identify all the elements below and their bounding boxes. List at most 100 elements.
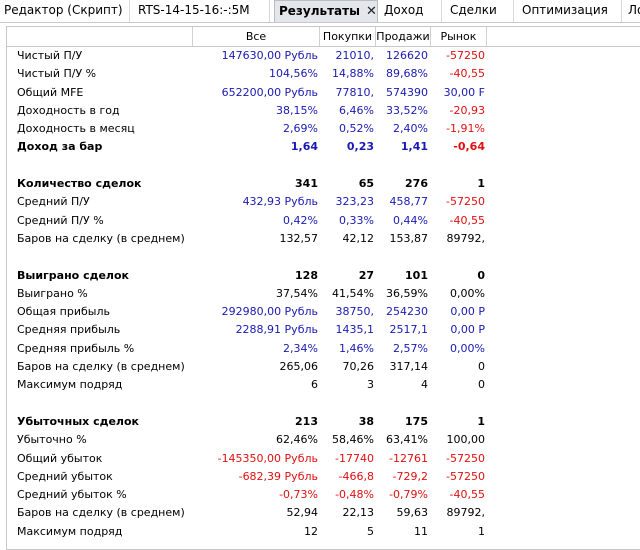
value-market: 0 xyxy=(478,360,485,374)
header-label-column[interactable] xyxy=(7,27,193,46)
table-row[interactable]: Выиграно сделок 128 27 101 0 xyxy=(7,267,640,285)
table-row[interactable]: Количество сделок 341 65 276 1 xyxy=(7,175,640,193)
value-buys: 0,52% xyxy=(339,122,374,136)
table-row[interactable]: Средний П/У 432,93 Рубль 323,23 458,77 -5725… xyxy=(7,193,640,211)
header-market[interactable]: Рынок xyxy=(431,27,487,46)
row-label: Средний убыток xyxy=(17,469,113,483)
value-market: 1 xyxy=(477,177,485,191)
value-all: 52,94 xyxy=(286,506,319,520)
table-row[interactable]: Чистый П/У % 104,56% 14,88% 89,68% -40,55 xyxy=(7,65,640,83)
row-label: Средний П/У xyxy=(17,195,90,209)
value-all: 432,93 Рубль xyxy=(242,195,318,209)
table-row[interactable]: Общий убыток -145350,00 Рубль -17740 -12761… xyxy=(7,450,640,468)
tab-results[interactable]: Результаты ✕ xyxy=(274,0,378,22)
value-buys: 27 xyxy=(358,268,374,282)
tab-trades[interactable]: Сделки xyxy=(446,0,514,22)
value-buys: 41,54% xyxy=(332,286,374,300)
table-row[interactable]: Максимум подряд 12 5 11 1 xyxy=(7,523,640,541)
row-label: Максимум подряд xyxy=(17,524,123,538)
table-row[interactable]: Чистый П/У 147630,00 Рубль 21010, 126620 -57… xyxy=(7,47,640,65)
value-all: 37,54% xyxy=(276,286,318,300)
spacer-row xyxy=(7,395,640,413)
table-row[interactable]: Общий MFE 652200,00 Рубль 77810, 574390 30,0… xyxy=(7,84,640,102)
value-market: -57250 xyxy=(446,195,485,209)
value-market: 0,00 Р xyxy=(450,305,485,319)
value-sells: 175 xyxy=(405,414,428,428)
value-sells: -729,2 xyxy=(392,469,428,483)
value-all: 104,56% xyxy=(269,67,318,81)
row-label: Средний П/У % xyxy=(17,213,104,227)
row-label: Общий убыток xyxy=(17,451,103,465)
table-row[interactable]: Баров на сделку (в среднем) 132,57 42,12 15… xyxy=(7,230,640,248)
spacer-row xyxy=(7,157,640,175)
value-buys: -17740 xyxy=(335,451,374,465)
tab-bar: Редактор (Скрипт) RTS-14-15-16:-:5M Резу… xyxy=(0,0,640,23)
row-label: Выиграно % xyxy=(17,286,88,300)
value-market: -40,55 xyxy=(449,488,485,502)
row-label: Выиграно сделок xyxy=(17,268,130,282)
table-row[interactable]: Убыточно % 62,46% 58,46% 63,41% 100,00 xyxy=(7,431,640,449)
tab-editor-script[interactable]: Редактор (Скрипт) xyxy=(0,0,130,22)
spacer-row xyxy=(7,248,640,266)
value-market: 0,00 Р xyxy=(450,323,485,337)
table-row[interactable]: Выиграно % 37,54% 41,54% 36,59% 0,00% xyxy=(7,285,640,303)
value-all: 213 xyxy=(295,414,318,428)
close-icon[interactable]: ✕ xyxy=(365,4,377,19)
tab-income[interactable]: Доход xyxy=(380,0,442,22)
table-row[interactable]: Доход за бар 1,64 0,23 1,41 -0,64 xyxy=(7,138,640,156)
tab-log[interactable]: Ло xyxy=(624,0,640,22)
value-sells: 317,14 xyxy=(389,360,429,374)
row-label: Чистый П/У % xyxy=(17,67,97,81)
row-label: Средний убыток % xyxy=(17,488,127,502)
row-label: Убыточных сделок xyxy=(17,414,140,428)
value-buys: 21010, xyxy=(335,49,375,62)
row-label: Общая прибыль xyxy=(17,305,110,319)
value-buys: 14,88% xyxy=(332,67,374,81)
table-row[interactable]: Средняя прибыль 2288,91 Рубль 1435,1 2517,1… xyxy=(7,321,640,339)
table-row[interactable]: Средняя прибыль % 2,34% 1,46% 2,57% 0,00% xyxy=(7,340,640,358)
row-label: Средняя прибыль % xyxy=(17,341,135,355)
table-row[interactable]: Средний убыток % -0,73% -0,48% -0,79% -40,55 xyxy=(7,486,640,504)
table-row[interactable]: Баров на сделку (в среднем) 265,06 70,26 31… xyxy=(7,358,640,376)
tab-label: RTS-14-15-16:-:5M xyxy=(138,3,250,17)
row-label: Чистый П/У xyxy=(17,49,83,62)
value-sells: -0,79% xyxy=(389,488,428,502)
header-all[interactable]: Все xyxy=(193,27,320,46)
tab-label: Редактор (Скрипт) xyxy=(4,3,123,17)
table-row[interactable]: Средний убыток -682,39 Рубль -466,8 -729,2 -… xyxy=(7,468,640,486)
row-label: Средняя прибыль xyxy=(17,323,121,337)
value-sells: 2517,1 xyxy=(389,323,429,337)
value-buys: 77810, xyxy=(335,85,375,99)
table-row[interactable]: Баров на сделку (в среднем) 52,94 22,13 59,… xyxy=(7,504,640,522)
row-label: Доходность в месяц xyxy=(17,122,135,136)
table-row[interactable]: Общая прибыль 292980,00 Рубль 38750, 254230… xyxy=(7,303,640,321)
header-sells[interactable]: Продажи xyxy=(376,27,431,46)
value-market: 0,00% xyxy=(450,341,485,355)
tab-label: Сделки xyxy=(450,3,497,17)
value-buys: -466,8 xyxy=(338,469,374,483)
value-buys: 323,23 xyxy=(335,195,375,209)
value-market: 30,00 F xyxy=(443,85,485,99)
header-buys[interactable]: Покупки xyxy=(320,27,376,46)
value-buys: 1435,1 xyxy=(335,323,375,337)
value-sells: 126620 xyxy=(386,49,428,62)
tab-optimization[interactable]: Оптимизация xyxy=(518,0,622,22)
table-row[interactable]: Доходность в месяц 2,69% 0,52% 2,40% -1,91% xyxy=(7,120,640,138)
tab-chart-instrument[interactable]: RTS-14-15-16:-:5M xyxy=(134,0,270,22)
table-row[interactable]: Средний П/У % 0,42% 0,33% 0,44% -40,55 xyxy=(7,212,640,230)
value-buys: 6,46% xyxy=(339,103,374,117)
table-row[interactable]: Убыточных сделок 213 38 175 1 xyxy=(7,413,640,431)
value-all: 341 xyxy=(295,177,318,191)
table-row[interactable]: Доходность в год 38,15% 6,46% 33,52% -20,93 xyxy=(7,102,640,120)
value-buys: 5 xyxy=(367,524,374,538)
value-all: 132,57 xyxy=(279,231,319,245)
value-all: 128 xyxy=(295,268,318,282)
value-buys: 42,12 xyxy=(342,231,375,245)
value-sells: 574390 xyxy=(386,85,428,99)
value-all: 265,06 xyxy=(279,360,319,374)
value-buys: 3 xyxy=(367,378,374,392)
value-buys: 38 xyxy=(358,414,374,428)
value-market: -57250 xyxy=(446,469,485,483)
row-label: Доходность в год xyxy=(17,103,120,117)
table-row[interactable]: Максимум подряд 6 3 4 0 xyxy=(7,376,640,394)
